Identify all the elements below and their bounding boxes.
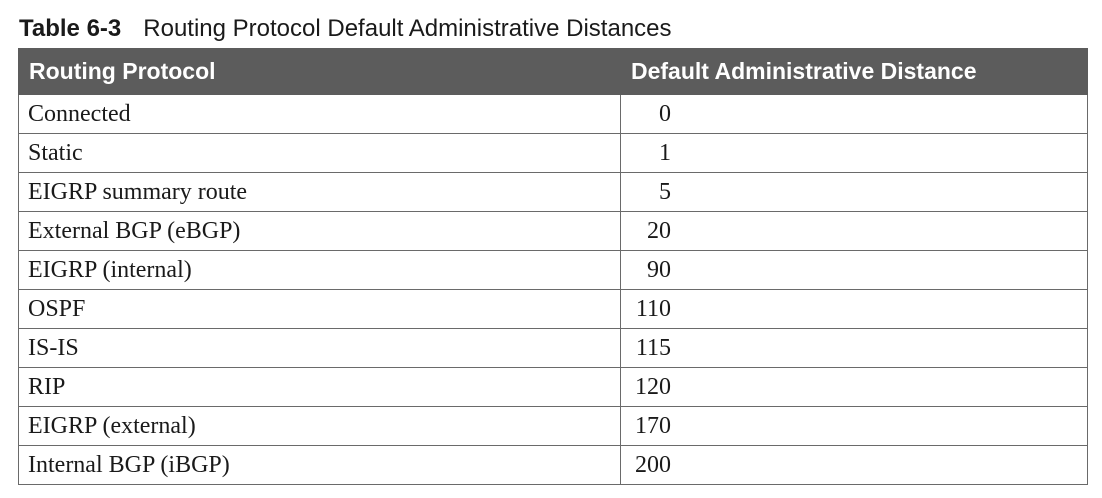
distance-cell: 110 bbox=[620, 289, 1088, 329]
protocol-cell: RIP bbox=[18, 367, 621, 407]
distance-value: 1 bbox=[659, 139, 671, 166]
protocol-cell: Connected bbox=[18, 94, 621, 134]
distance-value: 20 bbox=[647, 217, 671, 244]
distance-value: 200 bbox=[635, 451, 671, 478]
distance-cell: 20 bbox=[620, 211, 1088, 251]
protocol-cell: Static bbox=[18, 133, 621, 173]
protocol-cell: IS-IS bbox=[18, 328, 621, 368]
table-row: IS-IS 115 bbox=[18, 328, 1088, 368]
table-number: Table 6-3 bbox=[19, 15, 122, 42]
table-row: EIGRP summary route 5 bbox=[18, 172, 1088, 212]
administrative-distance-table: Routing Protocol Default Administrative … bbox=[18, 48, 1088, 485]
table-row: Static 1 bbox=[18, 133, 1088, 173]
distance-value: 120 bbox=[635, 373, 671, 400]
table-row: OSPF 110 bbox=[18, 289, 1088, 329]
table-row: Internal BGP (iBGP) 200 bbox=[18, 445, 1088, 485]
table-row: EIGRP (external) 170 bbox=[18, 406, 1088, 446]
protocol-cell: Internal BGP (iBGP) bbox=[18, 445, 621, 485]
distance-value: 170 bbox=[635, 412, 671, 439]
distance-cell: 200 bbox=[620, 445, 1088, 485]
header-routing-protocol: Routing Protocol bbox=[18, 48, 621, 95]
table-caption: Table 6-3 Routing Protocol Default Admini… bbox=[19, 13, 672, 45]
distance-cell: 170 bbox=[620, 406, 1088, 446]
distance-value: 90 bbox=[647, 256, 671, 283]
distance-value: 5 bbox=[659, 178, 671, 205]
protocol-cell: EIGRP (external) bbox=[18, 406, 621, 446]
distance-cell: 90 bbox=[620, 250, 1088, 290]
distance-cell: 115 bbox=[620, 328, 1088, 368]
table-row: RIP 120 bbox=[18, 367, 1088, 407]
table-row: External BGP (eBGP) 20 bbox=[18, 211, 1088, 251]
table-row: Connected 0 bbox=[18, 94, 1088, 134]
table-title: Routing Protocol Default Administrative … bbox=[143, 15, 672, 42]
protocol-cell: OSPF bbox=[18, 289, 621, 329]
distance-value: 110 bbox=[635, 295, 671, 322]
distance-cell: 0 bbox=[620, 94, 1088, 134]
protocol-cell: External BGP (eBGP) bbox=[18, 211, 621, 251]
protocol-cell: EIGRP summary route bbox=[18, 172, 621, 212]
distance-value: 115 bbox=[635, 334, 671, 361]
header-default-distance: Default Administrative Distance bbox=[620, 48, 1088, 95]
distance-value: 0 bbox=[659, 100, 671, 127]
distance-cell: 120 bbox=[620, 367, 1088, 407]
table-row: EIGRP (internal) 90 bbox=[18, 250, 1088, 290]
distance-cell: 1 bbox=[620, 133, 1088, 173]
header-row: Routing Protocol Default Administrative … bbox=[18, 48, 1088, 95]
protocol-cell: EIGRP (internal) bbox=[18, 250, 621, 290]
distance-cell: 5 bbox=[620, 172, 1088, 212]
